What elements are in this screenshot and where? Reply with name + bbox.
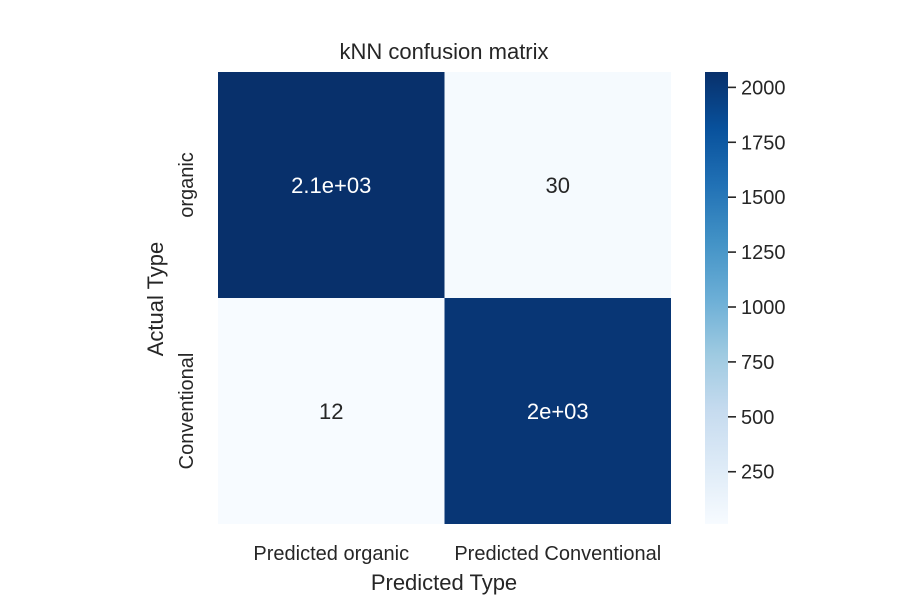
chart-title: kNN confusion matrix <box>339 39 548 64</box>
cell-value-label-r0-c0: 2.1e+03 <box>291 173 371 198</box>
heatmap-cell-r1-c1 <box>444 298 671 524</box>
colorbar-tick-label-7: 2000 <box>741 77 786 99</box>
colorbar-tick-label-2: 750 <box>741 352 774 374</box>
cell-value-label-r1-c0: 12 <box>319 399 343 424</box>
x-tick-labels: Predicted organic Predicted Conventional <box>253 543 661 565</box>
colorbar-gradient <box>705 72 728 524</box>
cell-value-label-r0-c1: 30 <box>546 173 570 198</box>
cell-value-label-r1-c1: 2e+03 <box>527 399 589 424</box>
x-axis-label: Predicted Type <box>371 570 517 595</box>
heatmap-cell-r0-c0 <box>218 72 445 298</box>
colorbar-tick-label-5: 1500 <box>741 187 786 209</box>
colorbar-ticks: 250 500 750 1000 1250 1500 1750 2000 <box>728 77 786 484</box>
y-tick-labels: organic Conventional <box>176 152 198 469</box>
heatmap-cell-r1-c0 <box>218 298 445 524</box>
heatmap-cell-r0-c1 <box>444 72 671 298</box>
x-tick-label-0: Predicted organic <box>253 543 409 565</box>
heatmap-cell-labels: 2.1e+03 30 12 2e+03 <box>291 173 588 424</box>
y-tick-label-0: organic <box>176 152 198 218</box>
colorbar-tick-label-1: 500 <box>741 407 774 429</box>
colorbar-tick-label-4: 1250 <box>741 242 786 264</box>
y-axis-label: Actual Type <box>143 242 168 357</box>
y-tick-label-1: Conventional <box>176 353 198 470</box>
colorbar-tick-label-6: 1750 <box>741 132 786 154</box>
heatmap-cells <box>218 72 671 524</box>
colorbar: 250 500 750 1000 1250 1500 1750 2000 <box>705 72 786 524</box>
colorbar-tick-label-0: 250 <box>741 462 774 484</box>
colorbar-tick-label-3: 1000 <box>741 297 786 319</box>
x-tick-label-1: Predicted Conventional <box>454 543 661 565</box>
